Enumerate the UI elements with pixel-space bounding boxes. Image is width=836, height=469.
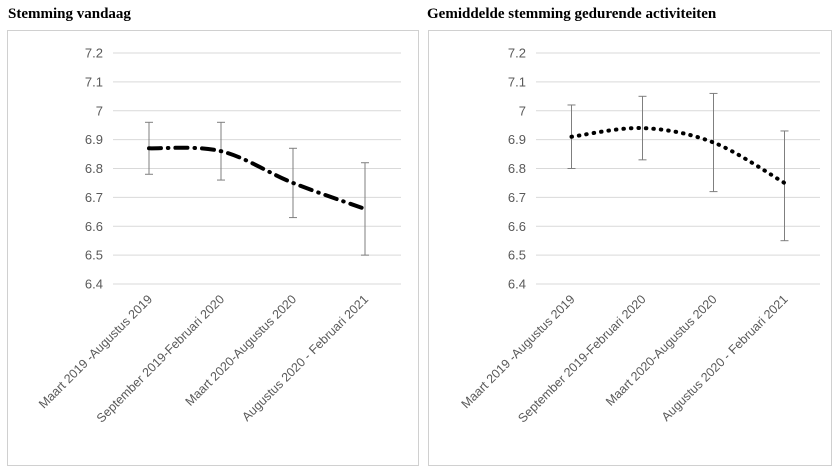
data-point	[641, 126, 645, 130]
y-tick-label: 6.7	[508, 190, 526, 205]
data-point	[363, 207, 367, 211]
y-tick-label: 6.4	[508, 277, 526, 292]
data-point	[219, 149, 223, 153]
data-point	[783, 181, 787, 185]
x-tick-label: September 2019-Februari 2020	[515, 292, 648, 425]
x-tick-label: Maart 2019 -Augustus 2019	[36, 292, 155, 411]
series-line	[147, 145, 367, 211]
y-tick-label: 6.8	[508, 161, 526, 176]
x-tick-label: Maart 2019 -Augustus 2019	[459, 292, 578, 411]
y-tick-label: 6.6	[508, 219, 526, 234]
error-bar	[361, 162, 369, 256]
chart-title-right: Gemiddelde stemming gedurende activiteit…	[427, 6, 717, 22]
chart-panel-right: 7.2 7.1 7 6.9 6.8 6.7 6.6 6.5 6.4 Maart 2019 -Aug…	[428, 30, 832, 466]
y-tick-label: 6.9	[508, 132, 526, 147]
y-tick-label: 6.8	[85, 161, 103, 176]
data-point	[570, 135, 574, 139]
y-tick-label: 7.1	[508, 74, 526, 89]
x-tick-label: September 2019-Februari 2020	[94, 292, 227, 425]
y-tick-label: 7.2	[85, 46, 103, 61]
y-tick-label: 7.1	[85, 74, 103, 89]
series-line	[569, 126, 787, 185]
y-tick-label: 6.5	[85, 248, 103, 263]
y-tick-label: 6.5	[508, 248, 526, 263]
y-tick-label: 7.2	[508, 46, 526, 61]
x-tick-label: Augustus 2020 - Februari 2021	[239, 292, 371, 424]
x-tick-label: Augustus 2020 - Februari 2021	[659, 292, 791, 424]
y-tick-label: 6.9	[85, 132, 103, 147]
data-point	[712, 141, 716, 145]
error-bar	[638, 95, 647, 161]
data-point	[147, 146, 151, 150]
y-tick-label: 6.6	[85, 219, 103, 234]
chart-title-left: Stemming vandaag	[8, 6, 131, 22]
chart-panel-left: 7.2 7.1 7 6.9 6.8 6.7 6.6 6.5 6.4 Maart 2019 -Aug…	[7, 30, 419, 466]
y-tick-label: 7	[519, 103, 526, 118]
y-tick-label: 6.7	[85, 190, 103, 205]
y-tick-label: 6.4	[85, 277, 103, 292]
data-point	[291, 181, 295, 185]
error-bar	[780, 130, 789, 242]
y-tick-label: 7	[96, 103, 103, 118]
